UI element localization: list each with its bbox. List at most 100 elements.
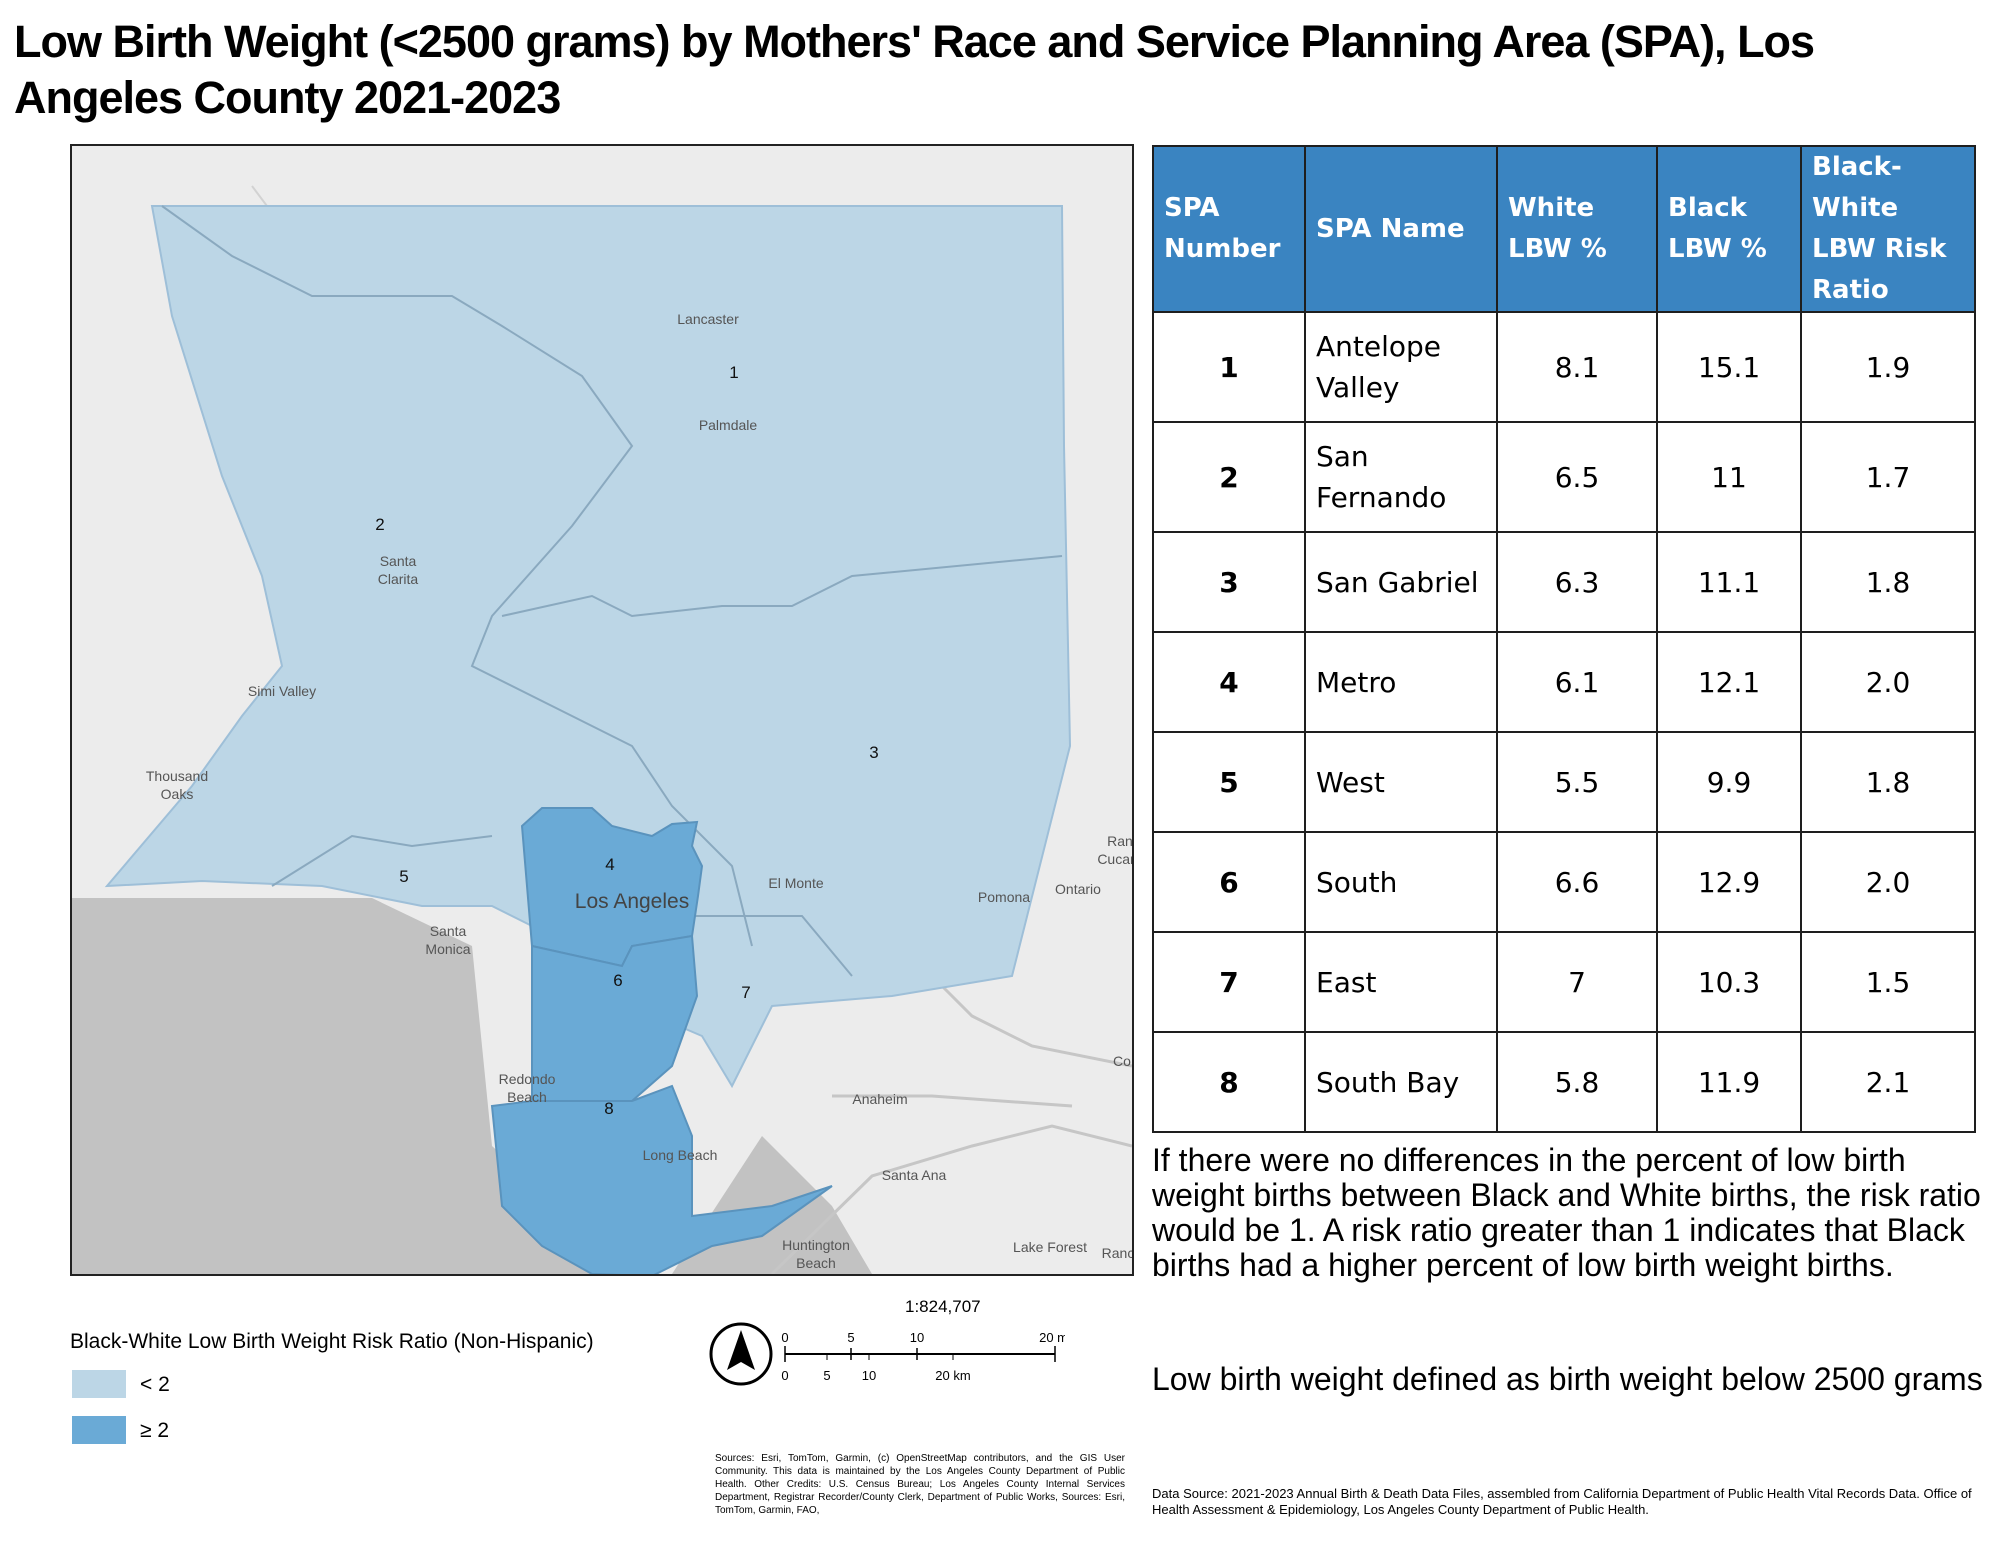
header-black-lbw: Black LBW %	[1656, 145, 1802, 313]
place-label-ontario: Ontario	[1055, 881, 1101, 897]
legend-title: Black-White Low Birth Weight Risk Ratio …	[70, 1330, 594, 1353]
road-line	[832, 1094, 1073, 1108]
table-row: 4 Metro 6.1 12.1 2.0	[1152, 631, 1976, 733]
road-line	[930, 974, 1132, 1068]
scale-km-0: 0	[781, 1368, 788, 1383]
place-label-simi-valley: Simi Valley	[248, 683, 316, 699]
cell-white-lbw: 6.6	[1496, 831, 1658, 933]
place-label-huntington-2: Beach	[796, 1255, 836, 1271]
cell-risk-ratio: 1.8	[1800, 731, 1976, 833]
place-label-huntington-1: Huntington	[782, 1237, 850, 1253]
cell-spa-name: Metro	[1304, 631, 1498, 733]
place-label-lancaster: Lancaster	[677, 311, 739, 327]
scale-km-5: 5	[823, 1368, 830, 1383]
cell-white-lbw: 8.1	[1496, 311, 1658, 423]
cell-white-lbw: 5.5	[1496, 731, 1658, 833]
cell-spa-number: 3	[1152, 531, 1306, 633]
cell-spa-name: San Gabriel	[1304, 531, 1498, 633]
definition-note: Low birth weight defined as birth weight…	[1152, 1361, 1983, 1397]
data-source: Data Source: 2021-2023 Annual Birth & De…	[1152, 1486, 1972, 1517]
spa-label-8: 8	[604, 1099, 613, 1118]
cell-white-lbw: 7	[1496, 931, 1658, 1033]
table-header-row: SPA Number SPA Name White LBW % Black LB…	[1152, 145, 1976, 313]
place-label-ran: Ran	[1107, 833, 1132, 849]
cell-spa-number: 8	[1152, 1031, 1306, 1133]
table-row: 2 San Fernando 6.5 11 1.7	[1152, 421, 1976, 533]
cell-white-lbw: 6.1	[1496, 631, 1658, 733]
cell-black-lbw: 11.9	[1656, 1031, 1802, 1133]
spa-boundary	[271, 834, 493, 887]
pacific-ocean	[72, 898, 632, 1274]
legend-swatch-low	[72, 1370, 126, 1398]
header-white-lbw: White LBW %	[1496, 145, 1658, 313]
table-row: 6 South 6.6 12.9 2.0	[1152, 831, 1976, 933]
cell-spa-name: South	[1304, 831, 1498, 933]
cell-white-lbw: 6.5	[1496, 421, 1658, 533]
scale-km-20: 20 km	[935, 1368, 970, 1383]
legend-label-high: ≥ 2	[140, 1419, 170, 1442]
cell-black-lbw: 11	[1656, 421, 1802, 533]
scale-mi-0: 0	[781, 1330, 788, 1345]
place-label-santa-ana: Santa Ana	[882, 1167, 947, 1183]
spa-label-1: 1	[729, 363, 738, 382]
table-row: 5 West 5.5 9.9 1.8	[1152, 731, 1976, 833]
spa-label-2: 2	[375, 515, 384, 534]
place-label-santa-clarita-1: Santa	[380, 553, 417, 569]
page-title: Low Birth Weight (<2500 grams) by Mother…	[14, 16, 1815, 123]
cell-risk-ratio: 2.0	[1800, 631, 1976, 733]
place-label-redondo-1: Redondo	[499, 1071, 556, 1087]
legend-swatch-high	[72, 1416, 126, 1444]
header-spa-name: SPA Name	[1304, 145, 1498, 313]
map-sources: Sources: Esri, TomTom, Garmin, (c) OpenS…	[715, 1453, 1125, 1516]
spa-label-6: 6	[613, 971, 622, 990]
spa-boundary	[161, 205, 753, 947]
place-label-pomona: Pomona	[978, 889, 1030, 905]
spa-label-7: 7	[741, 983, 750, 1002]
spa-label-5: 5	[399, 867, 408, 886]
place-label-thousand-oaks-1: Thousand	[146, 768, 208, 784]
cell-spa-number: 1	[1152, 311, 1306, 423]
cell-risk-ratio: 2.1	[1800, 1031, 1976, 1133]
cell-risk-ratio: 1.8	[1800, 531, 1976, 633]
road-line	[770, 1124, 1132, 1274]
spa-label-4: 4	[605, 855, 614, 874]
map[interactable]: Lancaster Palmdale Santa Clarita Simi Va…	[70, 144, 1134, 1276]
cell-black-lbw: 12.1	[1656, 631, 1802, 733]
table-row: 7 East 7 10.3 1.5	[1152, 931, 1976, 1033]
place-label-los-angeles: Los Angeles	[575, 890, 689, 913]
cell-risk-ratio: 1.5	[1800, 931, 1976, 1033]
scale-ratio: 1:824,707	[905, 1297, 981, 1316]
spa-label-3: 3	[869, 743, 878, 762]
cell-risk-ratio: 1.7	[1800, 421, 1976, 533]
map-canvas: Lancaster Palmdale Santa Clarita Simi Va…	[72, 146, 1132, 1274]
cell-spa-number: 4	[1152, 631, 1306, 733]
cell-spa-name: East	[1304, 931, 1498, 1033]
table-row: 3 San Gabriel 6.3 11.1 1.8	[1152, 531, 1976, 633]
cell-spa-name: West	[1304, 731, 1498, 833]
cell-risk-ratio: 1.9	[1800, 311, 1976, 423]
scale-km-10: 10	[862, 1368, 876, 1383]
header-risk-ratio: Black-White LBW Risk Ratio	[1800, 145, 1976, 313]
place-label-co: Co	[1113, 1053, 1131, 1069]
place-label-long-beach: Long Beach	[643, 1147, 718, 1163]
risk-ratio-note: If there were no differences in the perc…	[1152, 1142, 1981, 1283]
place-label-santa-monica-2: Monica	[425, 941, 470, 957]
place-label-palmdale: Palmdale	[699, 417, 758, 433]
cell-white-lbw: 6.3	[1496, 531, 1658, 633]
header-spa-number: SPA Number	[1152, 145, 1306, 313]
region-low-ratio	[104, 205, 1072, 1089]
north-arrow-icon	[709, 1322, 773, 1386]
cell-white-lbw: 5.8	[1496, 1031, 1658, 1133]
spa-8-region	[490, 1084, 833, 1274]
cell-spa-number: 5	[1152, 731, 1306, 833]
place-label-lake-forest: Lake Forest	[1013, 1239, 1087, 1255]
cell-spa-name: San Fernando	[1304, 421, 1498, 533]
spa-boundary	[692, 915, 853, 977]
scale-mi-10: 10	[910, 1330, 924, 1345]
cell-spa-number: 6	[1152, 831, 1306, 933]
place-label-redondo-2: Beach	[507, 1089, 547, 1105]
place-label-thousand-oaks-2: Oaks	[161, 786, 194, 802]
cell-black-lbw: 9.9	[1656, 731, 1802, 833]
place-label-anaheim: Anaheim	[852, 1091, 907, 1107]
cell-black-lbw: 12.9	[1656, 831, 1802, 933]
